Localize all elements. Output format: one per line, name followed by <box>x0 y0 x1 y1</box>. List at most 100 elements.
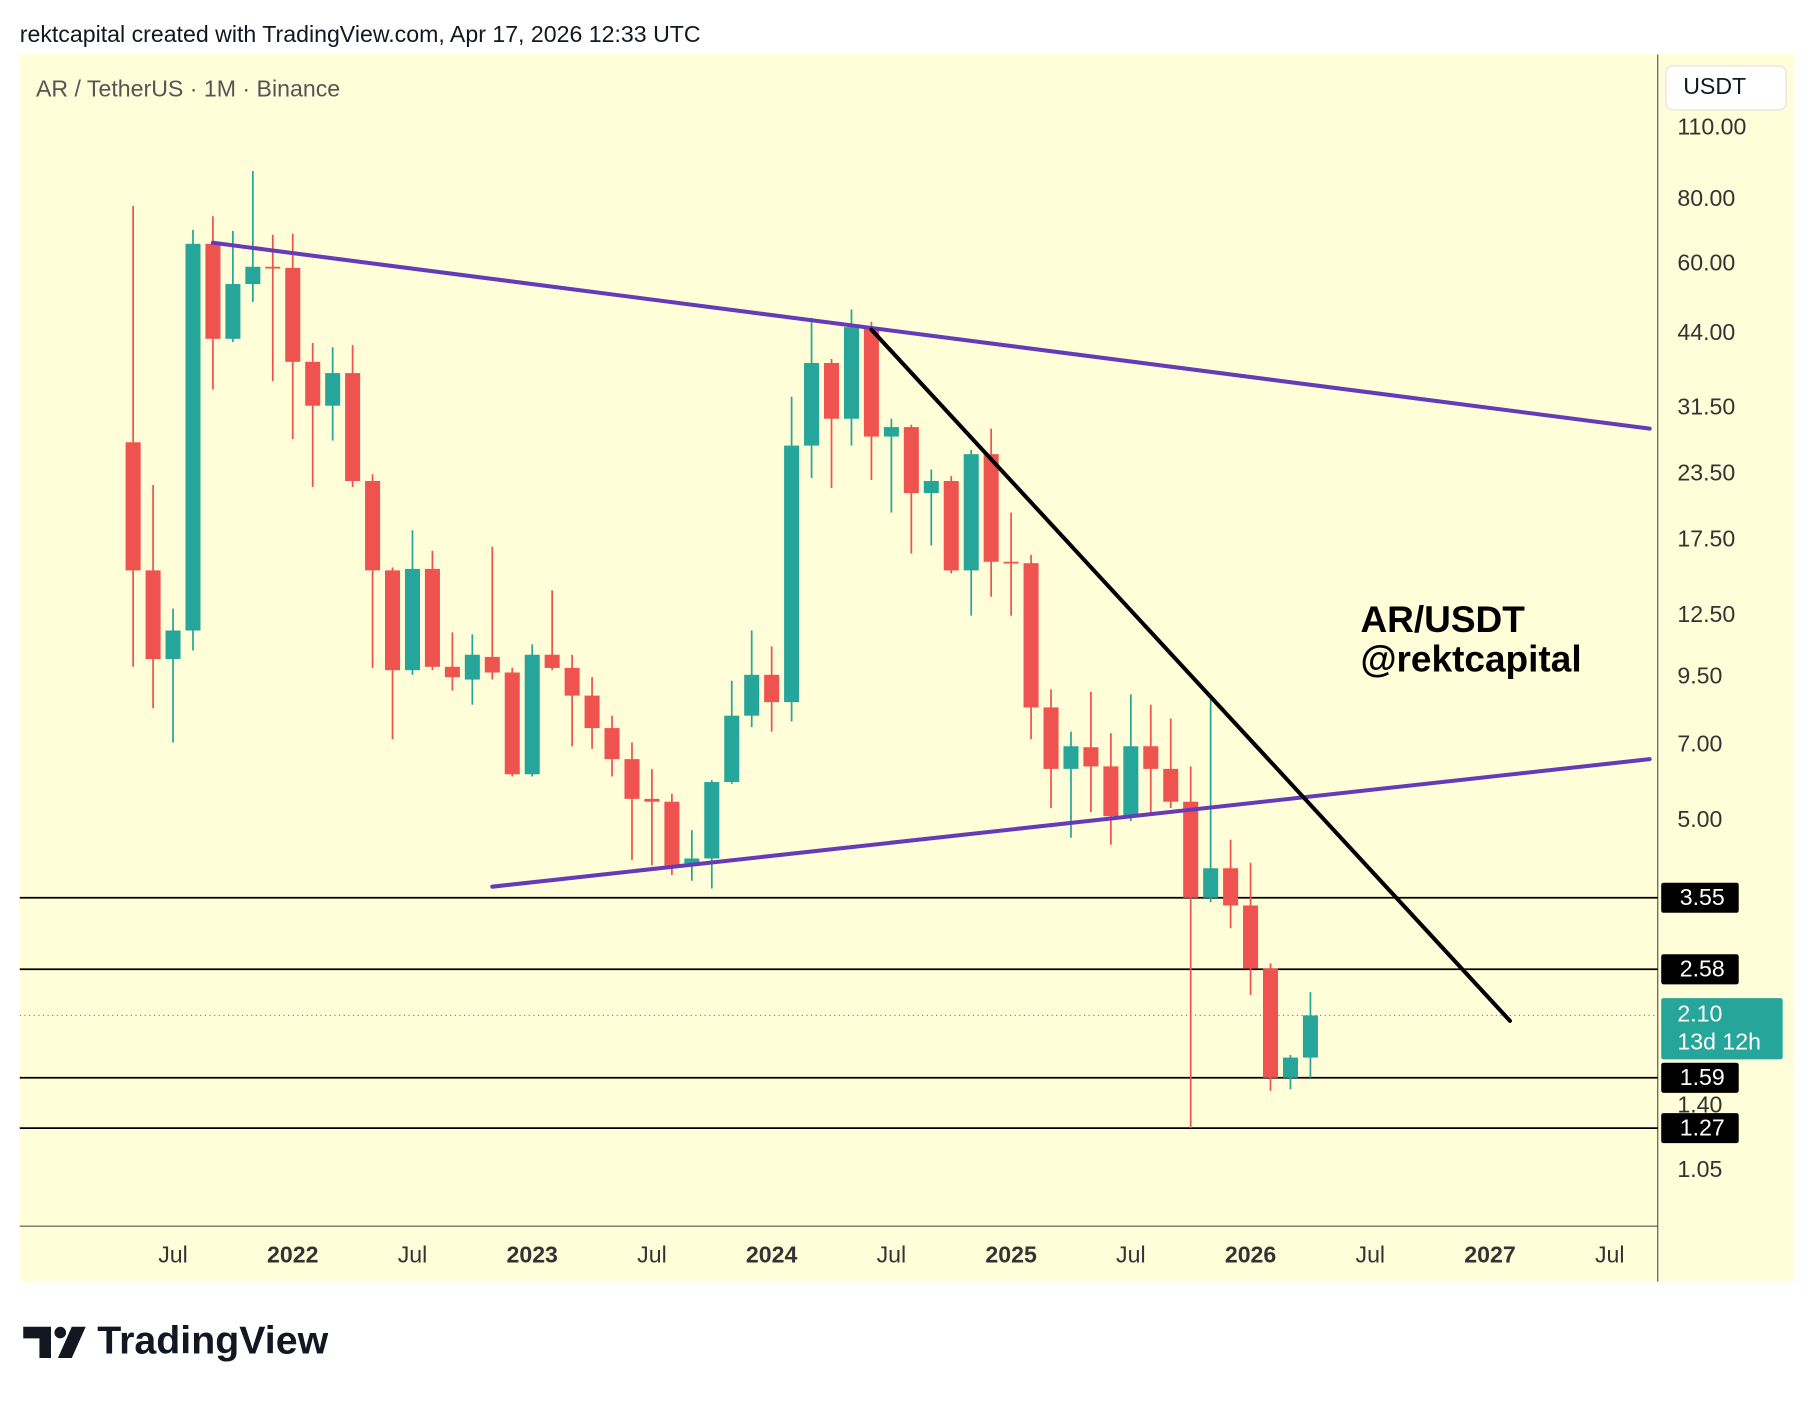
candle-body <box>145 570 161 660</box>
candle-body <box>544 654 560 668</box>
symbol-title: AR / TetherUS · 1M · Binance <box>36 75 340 101</box>
candle-body <box>265 266 281 269</box>
last-price-label: 2.10 <box>1677 1001 1722 1027</box>
y-tick-label: 1.40 <box>1677 1091 1722 1117</box>
candle-body <box>1103 766 1119 817</box>
trendline <box>869 327 1512 1023</box>
trendline <box>490 757 1652 889</box>
candle-body <box>1302 1015 1318 1058</box>
candle-body <box>1003 561 1019 564</box>
candle-body <box>385 570 401 671</box>
countdown-label: 13d 12h <box>1677 1028 1761 1054</box>
candle-body <box>584 695 600 729</box>
candle-body <box>863 327 879 437</box>
level-box <box>1661 1113 1739 1144</box>
candle-body <box>784 445 800 703</box>
last-price-box <box>1661 998 1783 1060</box>
candle-body <box>285 267 301 362</box>
x-tick-label: 2025 <box>985 1241 1037 1267</box>
plot-layer: 110.00 80.00 60.00 44.00 31.50 23.50 17.50 12.5… <box>19 113 1783 1267</box>
x-tick-label: 2022 <box>267 1241 318 1267</box>
candle-body <box>983 454 999 562</box>
candle-body <box>1223 868 1239 906</box>
candle-body <box>1163 768 1179 802</box>
x-tick-label: Jul <box>1116 1241 1146 1267</box>
y-tick-label: 9.50 <box>1677 662 1722 688</box>
y-tick-label: 110.00 <box>1677 113 1746 139</box>
candle-body <box>923 480 939 494</box>
candle-body <box>484 656 500 673</box>
y-tick-label: 7.00 <box>1677 731 1722 757</box>
candle-body <box>824 362 840 419</box>
y-tick-label: 80.00 <box>1677 185 1735 211</box>
candle-body <box>424 568 440 667</box>
candle-body <box>1282 1057 1298 1078</box>
candle-body <box>1262 968 1279 1078</box>
candle-body <box>963 454 979 571</box>
currency-label[interactable]: USDT <box>1683 73 1746 99</box>
candle-body <box>125 442 141 571</box>
annotation: @rektcapital <box>1360 637 1581 679</box>
y-tick-label: 17.50 <box>1677 525 1735 551</box>
candle-body <box>305 361 321 406</box>
candle-body <box>764 674 780 703</box>
candle-body <box>804 362 820 446</box>
candle-body <box>205 243 221 339</box>
candle-body <box>744 674 760 716</box>
candle-body <box>1063 746 1079 769</box>
candle-body <box>1043 707 1059 769</box>
x-tick-label: Jul <box>637 1241 667 1267</box>
y-tick-label: 44.00 <box>1677 319 1735 345</box>
level-label: 2.58 <box>1680 956 1725 982</box>
level-box <box>1661 954 1739 985</box>
candle-body <box>444 666 460 678</box>
candle-body <box>1083 747 1099 767</box>
candle-body <box>624 759 640 799</box>
candle-body <box>604 728 620 760</box>
candle-body <box>1183 801 1199 898</box>
candle-body <box>524 654 540 775</box>
candle-body <box>404 568 421 671</box>
y-tick-label: 31.50 <box>1677 394 1735 420</box>
tradingview-logo <box>23 1326 86 1359</box>
x-tick-label: 2023 <box>506 1241 558 1267</box>
x-tick-label: Jul <box>1356 1241 1386 1267</box>
x-tick-label: 2024 <box>746 1241 798 1267</box>
candle-body <box>903 427 919 494</box>
candle-body <box>724 715 740 783</box>
candle-body <box>943 480 959 571</box>
candle-body <box>185 243 201 631</box>
candle-body <box>464 654 480 680</box>
y-tick-label: 23.50 <box>1677 459 1735 485</box>
candle-body <box>345 373 361 481</box>
candle-body <box>664 801 680 866</box>
candle-body <box>843 327 859 419</box>
currency-button[interactable] <box>1665 65 1787 111</box>
x-tick-label: Jul <box>1595 1241 1625 1267</box>
candle-body <box>883 427 899 437</box>
y-tick-label: 5.00 <box>1677 806 1722 832</box>
candle-body <box>644 798 660 802</box>
candle-body <box>225 284 241 339</box>
footer-brand: TradingView <box>97 1318 328 1362</box>
candle-body <box>504 672 520 775</box>
candle-body <box>704 782 720 859</box>
x-tick-label: Jul <box>877 1241 907 1267</box>
level-label: 3.55 <box>1680 884 1725 910</box>
level-label: 1.27 <box>1680 1114 1725 1140</box>
candle-body <box>684 858 700 864</box>
x-tick-label: Jul <box>158 1241 188 1267</box>
candle-body <box>1143 746 1159 769</box>
candle-body <box>1023 563 1039 708</box>
candle-body <box>325 373 341 406</box>
candle-body <box>245 266 261 285</box>
trendline <box>210 240 1652 431</box>
candle-body <box>1123 746 1139 817</box>
level-box <box>1661 882 1739 913</box>
x-tick-label: Jul <box>398 1241 428 1267</box>
candle-body <box>1203 868 1219 898</box>
annotation: AR/USDT <box>1360 598 1525 640</box>
candle-body <box>564 667 580 696</box>
